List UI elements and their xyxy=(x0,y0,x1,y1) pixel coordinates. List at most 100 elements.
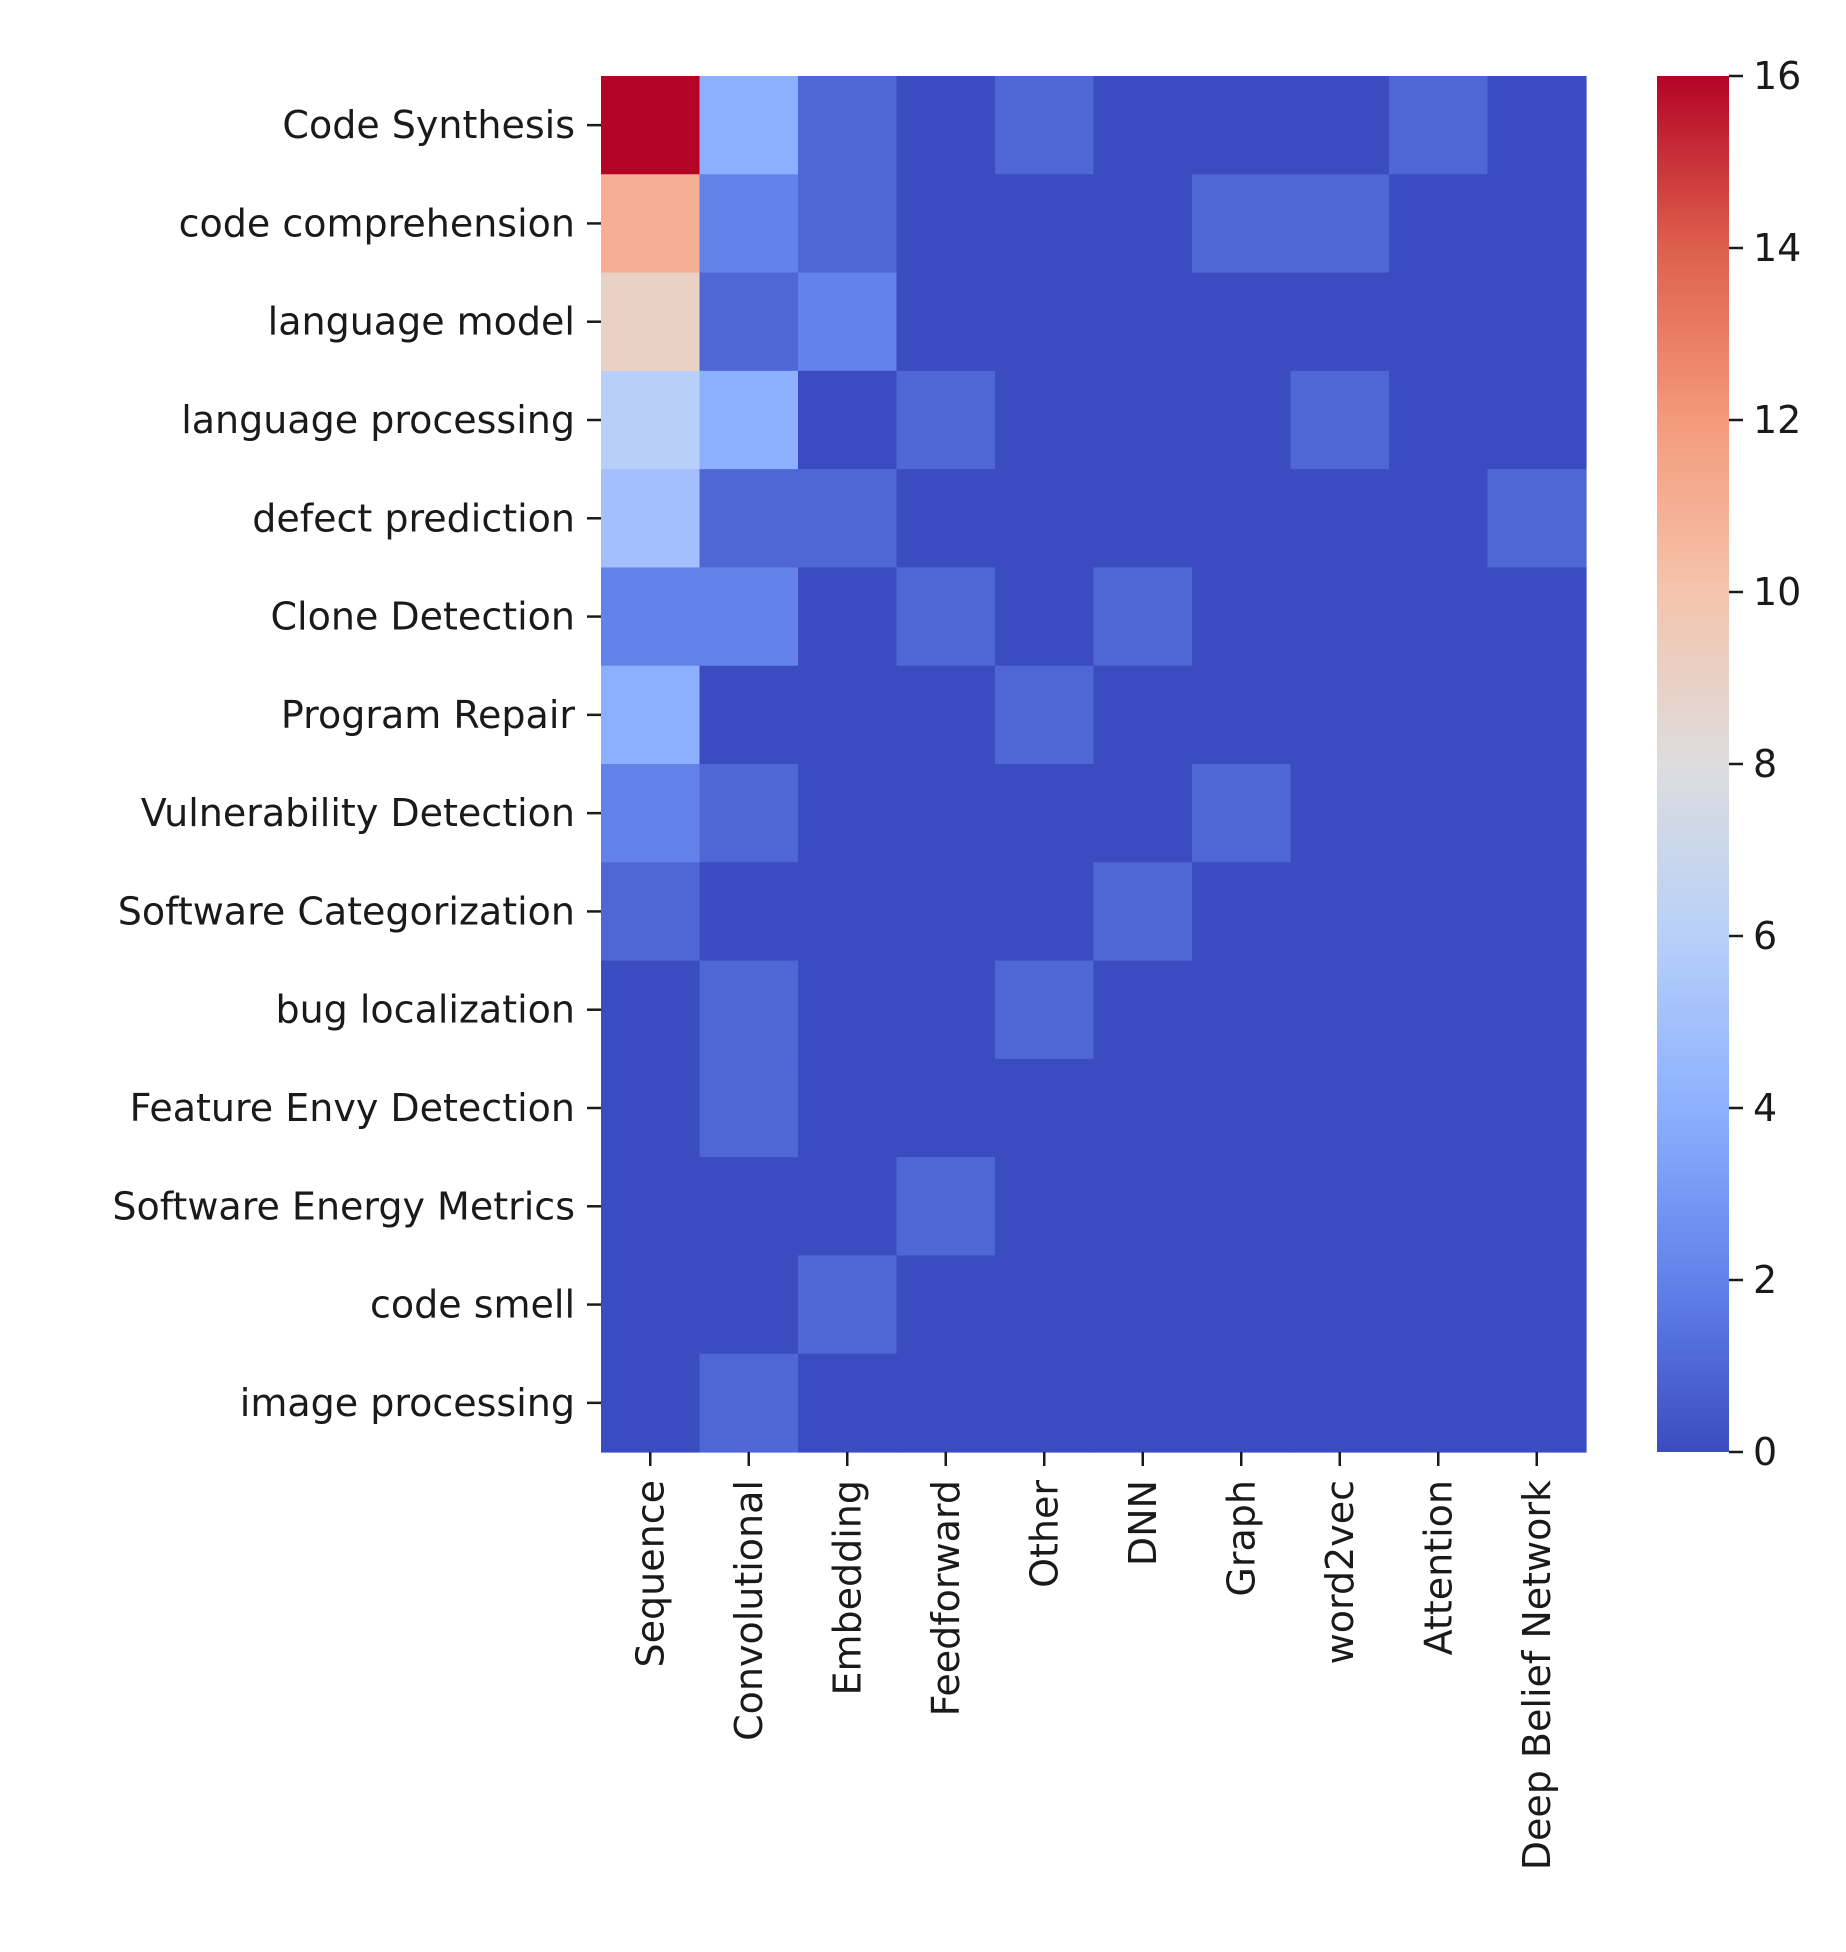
heatmap-cell xyxy=(699,272,799,372)
heatmap-cell xyxy=(1192,76,1292,175)
heatmap-cell xyxy=(896,272,996,372)
heatmap-cell xyxy=(995,1353,1095,1453)
heatmap-cell xyxy=(1290,960,1390,1060)
colorbar-tick-label: 12 xyxy=(1753,398,1801,442)
heatmap-cell xyxy=(601,1353,701,1453)
colorbar-tick-label: 0 xyxy=(1753,1430,1777,1474)
heatmap-cell xyxy=(1487,764,1587,863)
heatmap-cell xyxy=(601,1157,701,1257)
row-label: Vulnerability Detection xyxy=(141,791,575,835)
heatmap-cell xyxy=(995,76,1095,175)
heatmap-cell xyxy=(1192,862,1292,962)
colorbar-tick-label: 16 xyxy=(1753,54,1801,98)
column-label: Sequence xyxy=(628,1480,672,1667)
heatmap-cell xyxy=(1290,1255,1390,1355)
heatmap-cell xyxy=(995,370,1095,470)
heatmap-cell xyxy=(601,862,701,962)
heatmap-cell xyxy=(798,76,898,175)
heatmap-cell xyxy=(798,665,898,765)
heatmap-cell xyxy=(1290,76,1390,175)
colorbar-tick-label: 6 xyxy=(1753,914,1777,958)
heatmap-cell xyxy=(699,1255,799,1355)
heatmap-cell xyxy=(1389,960,1489,1060)
heatmap-cell xyxy=(699,174,799,274)
heatmap-cell xyxy=(1389,174,1489,274)
heatmap-cell xyxy=(896,862,996,962)
heatmap-cell xyxy=(896,1353,996,1453)
heatmap-cell xyxy=(1389,1255,1489,1355)
heatmap-cell xyxy=(1487,174,1587,274)
heatmap-cell xyxy=(1487,370,1587,470)
heatmap-cell xyxy=(798,370,898,470)
heatmap-cell xyxy=(1093,469,1193,569)
heatmap-cell xyxy=(1487,1157,1587,1257)
heatmap-cell xyxy=(601,174,701,274)
heatmap-cell xyxy=(1389,1157,1489,1257)
heatmap-cell xyxy=(1093,567,1193,667)
heatmap-cell xyxy=(896,567,996,667)
heatmap-cell xyxy=(1093,174,1193,274)
heatmap-cell xyxy=(995,567,1095,667)
heatmap-cell xyxy=(601,665,701,765)
heatmap-cell xyxy=(896,1157,996,1257)
heatmap-cell xyxy=(896,764,996,863)
column-labels: Sequence Convolutional Embedding Feedforwar… xyxy=(628,1452,1559,1870)
heatmap-cell xyxy=(995,272,1095,372)
heatmap-cell xyxy=(601,1058,701,1158)
heatmap-cell xyxy=(995,1255,1095,1355)
row-label: Clone Detection xyxy=(271,595,575,639)
row-label: language model xyxy=(268,300,575,344)
row-label: Program Repair xyxy=(281,693,575,737)
heatmap-cell xyxy=(1389,1353,1489,1453)
column-label: Graph xyxy=(1219,1480,1263,1597)
heatmap-cell xyxy=(896,469,996,569)
heatmap-cell xyxy=(1290,370,1390,470)
heatmap-cell xyxy=(896,370,996,470)
heatmap-cell xyxy=(1093,1353,1193,1453)
heatmap-cell xyxy=(1192,1255,1292,1355)
heatmap-cell xyxy=(1487,665,1587,765)
heatmap-cell xyxy=(601,1255,701,1355)
heatmap-cell xyxy=(699,76,799,175)
row-label: language processing xyxy=(181,398,575,442)
heatmap-cell xyxy=(798,1058,898,1158)
heatmap-cell xyxy=(699,370,799,470)
heatmap-cell xyxy=(601,272,701,372)
heatmap-cell xyxy=(1389,76,1489,175)
heatmap-cell xyxy=(995,665,1095,765)
heatmap-cell xyxy=(1192,960,1292,1060)
column-label: Feedforward xyxy=(924,1480,968,1716)
colorbar xyxy=(1657,76,1729,1452)
heatmap-cell xyxy=(1290,1157,1390,1257)
colorbar-tick-label: 10 xyxy=(1753,570,1801,614)
heatmap-cell xyxy=(798,764,898,863)
heatmap-cell xyxy=(896,665,996,765)
heatmap-cell xyxy=(896,1255,996,1355)
row-label: defect prediction xyxy=(252,496,575,540)
heatmap-cell xyxy=(995,469,1095,569)
column-label: Other xyxy=(1022,1480,1066,1588)
heatmap-cell xyxy=(699,764,799,863)
heatmap-cell xyxy=(1389,764,1489,863)
heatmap-cell xyxy=(1290,764,1390,863)
heatmap-cell xyxy=(1389,469,1489,569)
heatmap-cell xyxy=(798,174,898,274)
heatmap-cell xyxy=(699,665,799,765)
heatmap-cell xyxy=(1093,272,1193,372)
heatmap-cell xyxy=(699,1058,799,1158)
heatmap-cell xyxy=(699,1157,799,1257)
row-label: Software Energy Metrics xyxy=(112,1184,575,1228)
heatmap-cell xyxy=(699,862,799,962)
heatmap-cell xyxy=(995,862,1095,962)
heatmap-cell xyxy=(601,370,701,470)
heatmap-cell xyxy=(1093,960,1193,1060)
heatmap-cell xyxy=(1290,862,1390,962)
column-label: Embedding xyxy=(825,1480,869,1696)
heatmap-cell xyxy=(699,469,799,569)
heatmap-cells xyxy=(601,76,1587,1453)
heatmap-cell xyxy=(1389,272,1489,372)
heatmap-cell xyxy=(1290,1058,1390,1158)
row-label: image processing xyxy=(240,1381,575,1425)
heatmap-cell xyxy=(1389,1058,1489,1158)
